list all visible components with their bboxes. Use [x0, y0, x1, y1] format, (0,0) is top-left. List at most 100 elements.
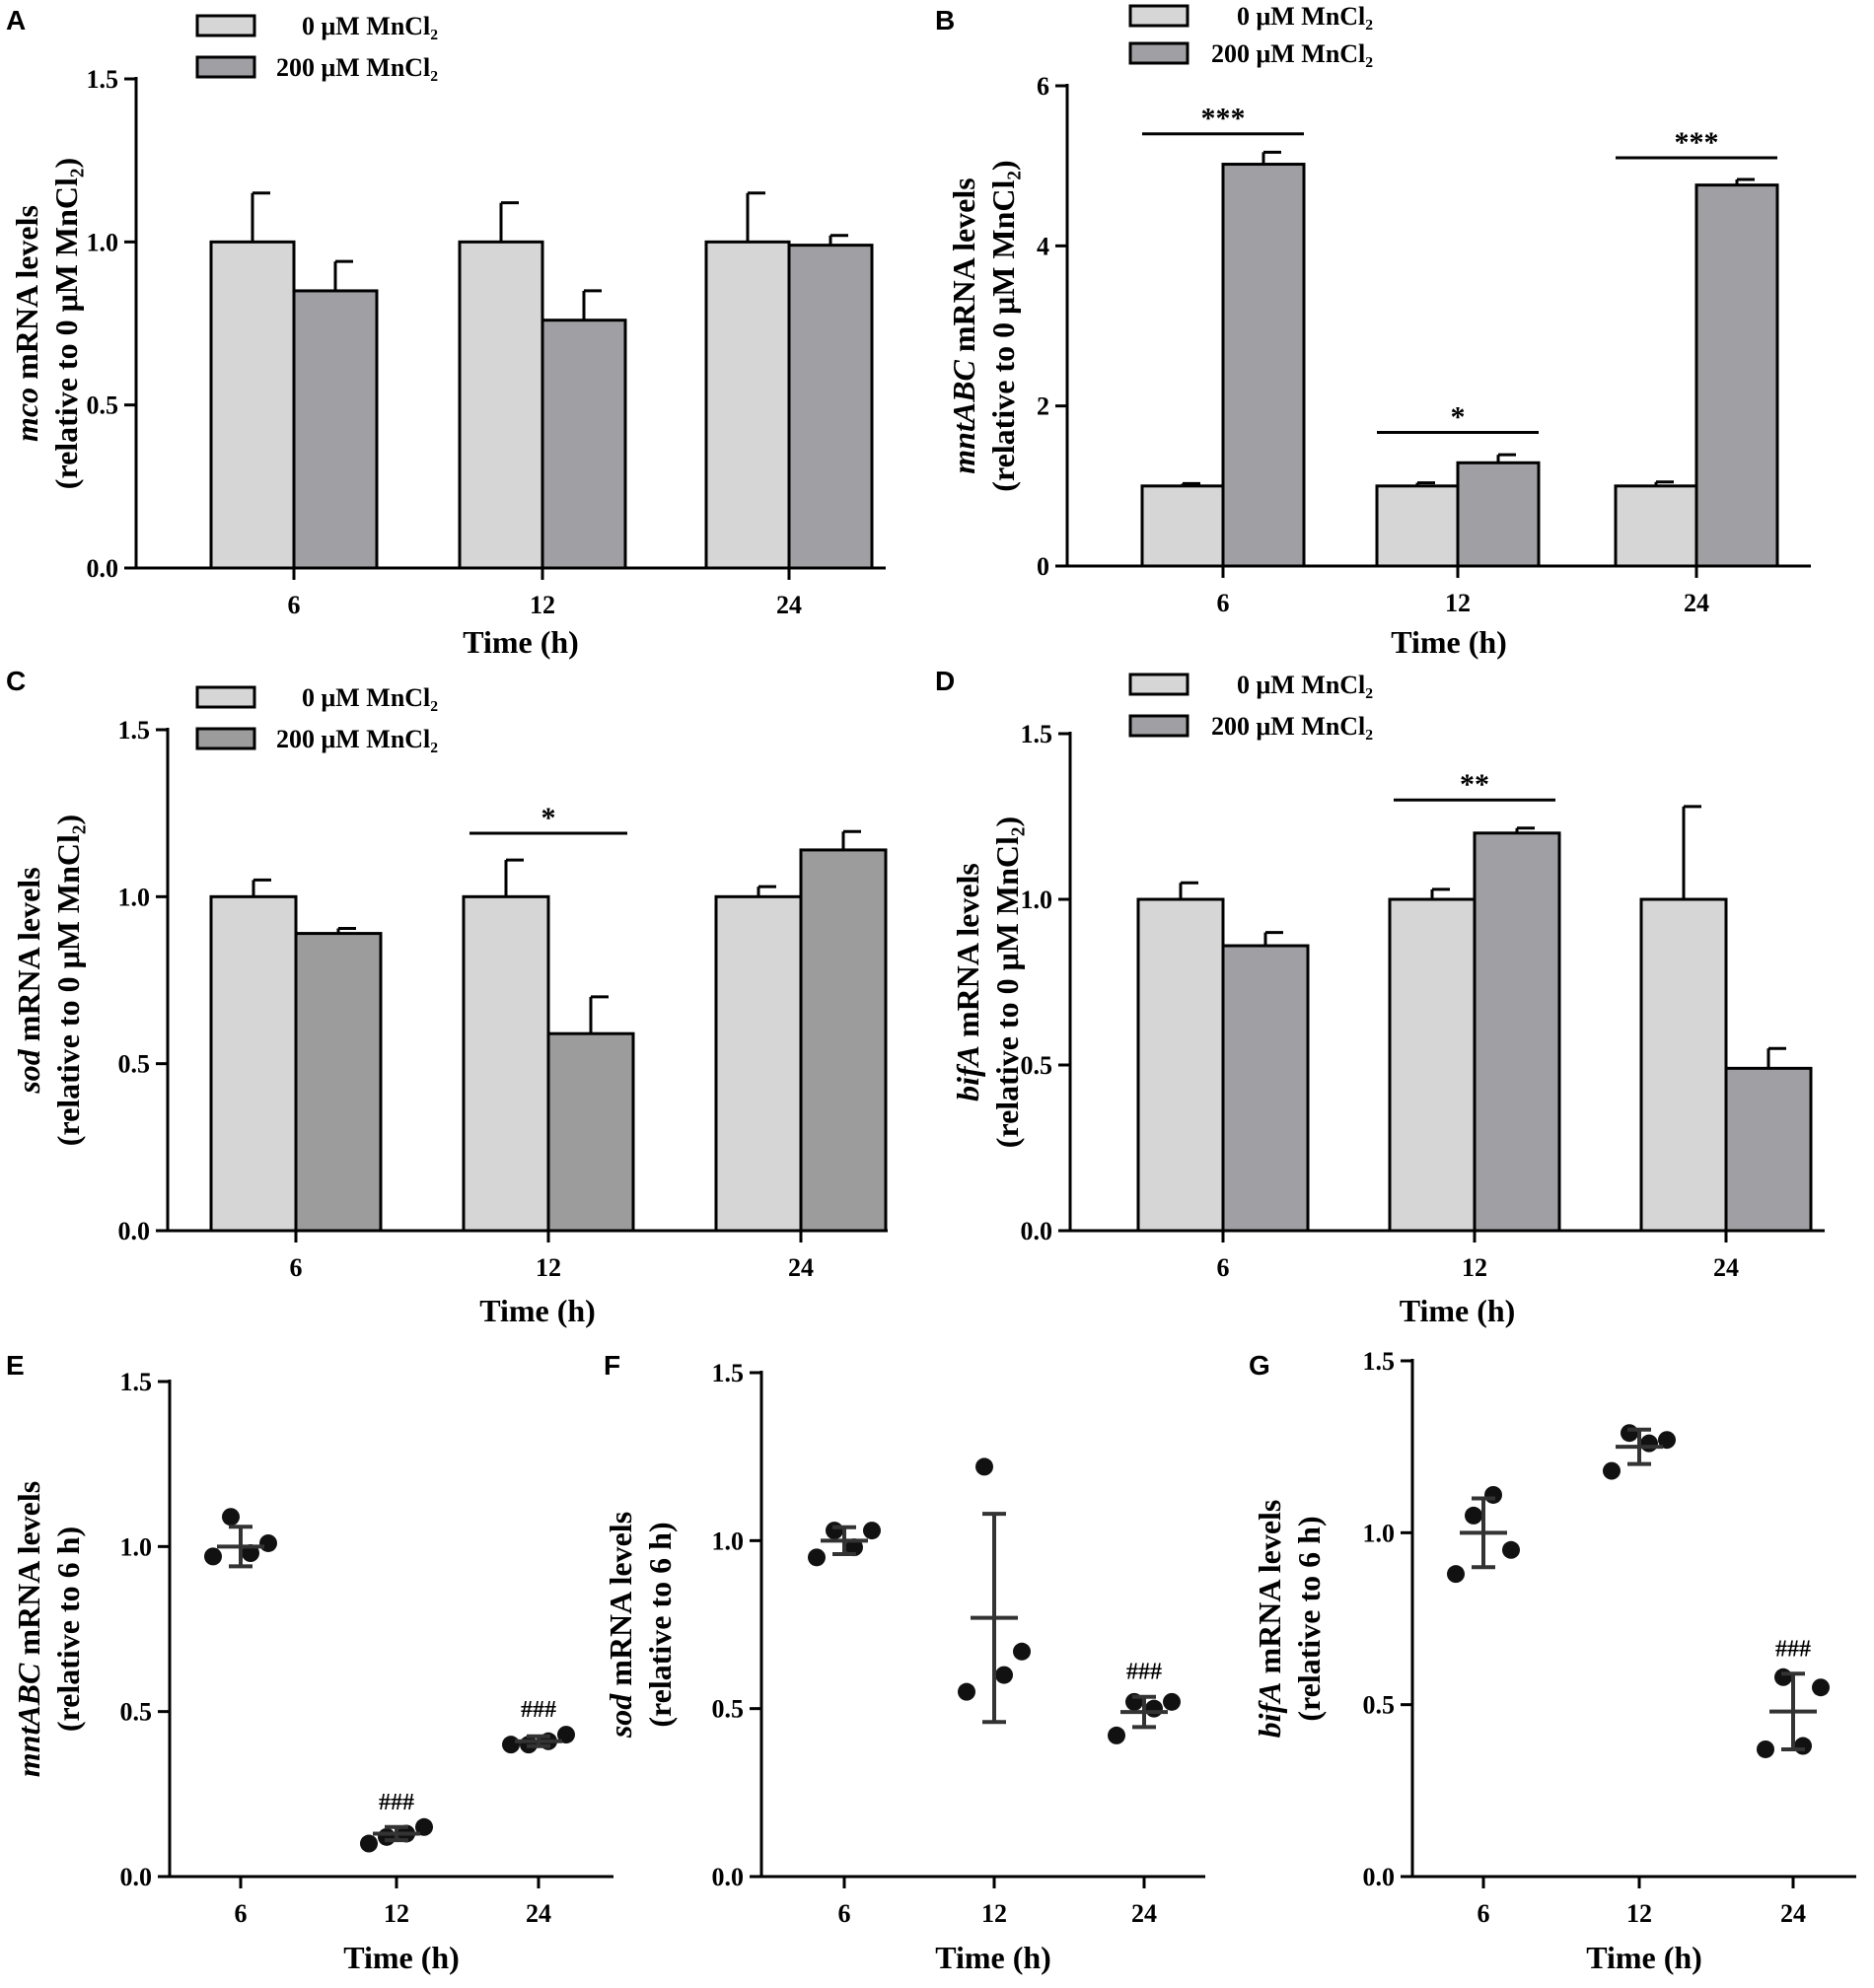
data-point — [1145, 1699, 1163, 1718]
data-point — [1163, 1692, 1181, 1711]
y-tick-label: 1.0 — [1021, 886, 1053, 914]
legend-swatch-control — [195, 685, 256, 709]
panel-letter: G — [1249, 1350, 1270, 1381]
panel-letter: F — [604, 1350, 620, 1381]
legend-swatch-treated — [195, 55, 256, 79]
data-point — [242, 1544, 259, 1563]
x-tick-label: 24 — [526, 1899, 551, 1928]
x-tick-label: 6 — [288, 591, 301, 619]
bar-control — [209, 894, 298, 1233]
y-axis-title-rest: mRNA levels — [950, 863, 985, 1045]
bar-control — [704, 240, 791, 570]
x-tick-label: 24 — [1684, 589, 1709, 617]
bar-treated — [1473, 831, 1561, 1233]
y-axis-title-line1: bifA mRNA levels — [950, 863, 985, 1101]
y-axis-title-line2: (relative to 6 h) — [642, 1522, 678, 1727]
x-axis-title: Time (h) — [1391, 624, 1507, 660]
data-point — [995, 1666, 1013, 1684]
y-tick-label: 1.5 — [87, 65, 119, 94]
y-tick-label: 1.5 — [118, 716, 151, 745]
panel-a: 0.0 0.5 1.0 1.5 6 12 24 Time (h) mco mRNA levels… — [6, 5, 886, 660]
data-point — [1108, 1726, 1125, 1744]
legend-label-treated: 200 μM MnCl₂ — [1211, 39, 1373, 68]
y-axis-gene-name: mntABC — [11, 1663, 46, 1777]
y-tick-label: 0.5 — [1021, 1051, 1053, 1080]
y-tick-label: 1.5 — [120, 1368, 153, 1396]
x-axis-title: Time (h) — [343, 1940, 460, 1975]
x-axis-title: Time (h) — [479, 1293, 596, 1328]
data-point — [1640, 1434, 1658, 1453]
y-tick-label: 0.5 — [87, 391, 119, 420]
significance-label: *** — [1675, 126, 1719, 159]
y-tick-label: 6 — [1037, 72, 1049, 101]
x-tick-label: 6 — [1217, 589, 1230, 617]
bar-control — [458, 240, 544, 570]
y-tick-label: 0.0 — [120, 1863, 153, 1891]
x-tick-label: 24 — [776, 591, 802, 619]
data-point — [958, 1682, 975, 1701]
y-axis-title-line1: sod mRNA levels — [11, 867, 46, 1094]
x-tick-label: 24 — [788, 1253, 814, 1282]
panel-e: ### ### 0.0 0.5 1.0 1.5 6 12 24 Time (h) mntABC mR… — [6, 1350, 613, 1975]
y-axis-gene-name: bifA — [1252, 1681, 1287, 1738]
legend-label-treated: 200 μM MnCl₂ — [1211, 712, 1373, 741]
panel-f: ### 0.0 0.5 1.0 1.5 6 12 24 Time (h) sod mRNA lev… — [603, 1350, 1205, 1975]
legend-swatch-control — [1128, 673, 1189, 696]
bar-control — [1136, 897, 1225, 1233]
data-point — [1658, 1431, 1676, 1450]
bar-control — [1140, 484, 1225, 568]
x-tick-label: 6 — [235, 1899, 248, 1928]
data-point — [1502, 1540, 1520, 1559]
legend-swatch-control — [195, 14, 256, 37]
data-point — [845, 1538, 863, 1557]
y-axis-title-line1: bifA mRNA levels — [1252, 1500, 1287, 1739]
x-tick-label: 6 — [1217, 1253, 1230, 1282]
bar-treated — [787, 244, 874, 570]
legend-label-control: 0 μM MnCl₂ — [302, 683, 438, 712]
x-tick-label: 24 — [1780, 1899, 1806, 1928]
y-tick-label: 1.0 — [712, 1526, 745, 1555]
bar-treated — [1724, 1066, 1813, 1233]
data-point — [1447, 1565, 1465, 1584]
data-point — [557, 1726, 575, 1744]
y-tick-label: 0.5 — [712, 1695, 745, 1724]
x-tick-label: 12 — [981, 1899, 1007, 1928]
bar-control — [714, 894, 803, 1233]
y-tick-label: 0.5 — [1363, 1691, 1396, 1720]
x-tick-label: 6 — [1478, 1899, 1490, 1928]
bar-treated — [1694, 183, 1779, 568]
bar-control — [209, 240, 296, 570]
y-axis-gene-name: mco — [9, 388, 44, 442]
y-axis-title-line1: mntABC mRNA levels — [11, 1481, 46, 1777]
x-axis-title: Time (h) — [463, 624, 579, 660]
y-tick-label: 4 — [1037, 232, 1049, 260]
y-axis-gene-name: bifA — [950, 1045, 985, 1101]
data-point — [1603, 1461, 1621, 1480]
x-tick-label: 24 — [1131, 1899, 1157, 1928]
x-tick-label: 12 — [530, 591, 555, 619]
y-axis-title-rest: mRNA levels — [946, 178, 981, 360]
legend-label-treated: 200 μM MnCl₂ — [276, 725, 438, 753]
bar-control — [462, 894, 550, 1233]
y-axis-title-line2: (relative to 6 h) — [50, 1526, 86, 1732]
y-tick-label: 1.0 — [120, 1532, 153, 1561]
data-point — [1621, 1424, 1638, 1443]
data-point — [1794, 1737, 1812, 1755]
y-tick-label: 1.0 — [1363, 1519, 1396, 1547]
x-axis-title: Time (h) — [1400, 1293, 1516, 1328]
legend-label-control: 0 μM MnCl₂ — [1237, 671, 1373, 699]
data-point — [378, 1827, 396, 1846]
y-axis-title-line2: (relative to 0 μM MnCl₂) — [50, 815, 86, 1146]
x-tick-label: 12 — [536, 1253, 561, 1282]
y-axis-title-line1: mntABC mRNA levels — [946, 178, 981, 473]
significance-label: ** — [1460, 768, 1489, 801]
panel-letter: C — [6, 666, 26, 696]
panel-letter: B — [935, 5, 955, 36]
bar-treated — [1221, 944, 1310, 1233]
panel-letter: A — [6, 5, 26, 36]
data-point — [502, 1736, 520, 1754]
bar-treated — [294, 932, 383, 1233]
significance-label: *** — [1201, 103, 1246, 135]
y-tick-label: 1.0 — [118, 883, 151, 911]
